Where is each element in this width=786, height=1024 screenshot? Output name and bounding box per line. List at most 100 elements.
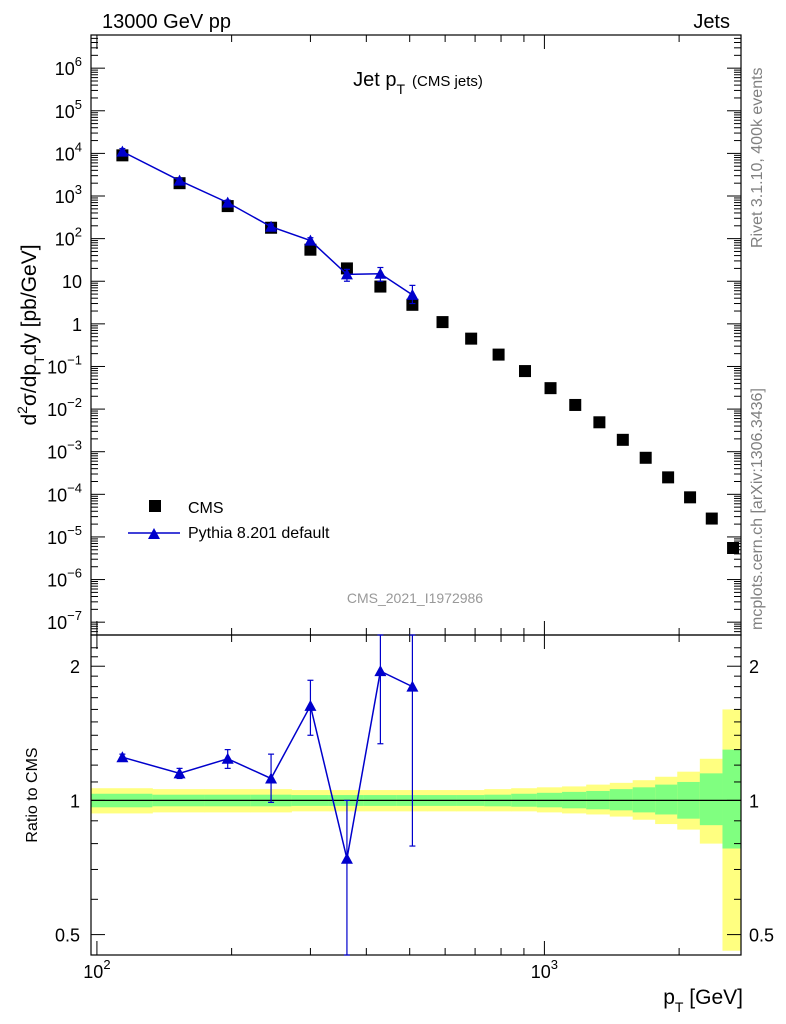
y-tick-label: 103 xyxy=(55,182,82,207)
y-tick-mantissa: 10 xyxy=(47,613,67,633)
legend-label-cms: CMS xyxy=(188,500,224,517)
y-tick-exponent: −1 xyxy=(67,352,82,367)
x-axis-title-part: T xyxy=(675,999,684,1015)
band-green xyxy=(655,784,678,815)
y-tick-label: 106 xyxy=(55,54,82,79)
legend: CMS Pythia 8.201 default xyxy=(128,500,330,542)
y-tick-exponent: 2 xyxy=(75,225,82,240)
y-tick-label: 10−6 xyxy=(47,566,82,591)
ratio-point xyxy=(173,767,186,779)
y-tick-mantissa: 10 xyxy=(47,528,67,548)
y-tick-exponent: 6 xyxy=(75,54,82,69)
data-series xyxy=(116,145,740,956)
ratio-line xyxy=(122,670,413,859)
cms-point xyxy=(304,243,317,256)
y-tick-label: 10 xyxy=(62,272,82,292)
y-tick-exponent: 3 xyxy=(75,182,82,197)
main-title-text: Jet p xyxy=(353,69,396,91)
y-tick-exponent: −4 xyxy=(67,480,82,495)
ratio-y-axis-title: Ratio to CMS xyxy=(24,747,41,842)
y-tick-exponent: 5 xyxy=(75,97,82,112)
y-tick-mantissa: 10 xyxy=(47,485,67,505)
y-tick-mantissa: 10 xyxy=(55,102,75,122)
y-tick-label: 102 xyxy=(55,225,82,250)
ratio-point xyxy=(304,699,317,711)
x-tick-exponent: 3 xyxy=(551,957,558,972)
x-tick-label: 102 xyxy=(83,957,110,982)
ratio-uncertainty-bands xyxy=(91,709,742,951)
ratio-y-tick-label-left: 1 xyxy=(70,791,80,811)
cms-point xyxy=(374,280,387,293)
legend-marker-cms xyxy=(149,500,161,512)
y-tick-mantissa: 10 xyxy=(55,144,75,164)
y-tick-exponent: 4 xyxy=(75,139,82,154)
y-tick-exponent: −3 xyxy=(67,438,82,453)
cms-point xyxy=(406,298,419,311)
y-tick-exponent: −6 xyxy=(67,566,82,581)
legend-marker-pythia xyxy=(148,528,160,539)
x-tick-exponent: 2 xyxy=(103,957,110,972)
cms-point xyxy=(662,471,675,484)
y-tick-label: 10−1 xyxy=(47,352,82,377)
main-title: Jet pT (CMS jets) xyxy=(353,69,483,97)
cms-point xyxy=(544,382,557,395)
y-tick-exponent: −7 xyxy=(67,608,82,623)
axis-labels: 10610510410310210110−110−210−310−410−510… xyxy=(14,54,774,1015)
cms-point xyxy=(639,451,652,464)
pythia-point xyxy=(406,288,419,300)
header-left: 13000 GeV pp xyxy=(102,11,231,33)
cms-point xyxy=(492,348,505,361)
main-title-subscript: T xyxy=(396,81,405,97)
x-axis-title-part: [GeV] xyxy=(683,986,743,1009)
main-y-axis-title: d2σ/dpTdy [pb/GeV] xyxy=(14,244,47,425)
y-axis-title-part: T xyxy=(31,355,47,364)
y-tick-label: 104 xyxy=(55,139,82,164)
plot-frames xyxy=(90,34,742,956)
y-tick-label: 10−2 xyxy=(47,395,82,420)
pythia-point xyxy=(265,220,278,232)
side-label-bottom: mcplots.cern.ch [arXiv:1306.3436] xyxy=(749,388,766,630)
x-tick-label: 103 xyxy=(531,957,558,982)
y-tick-label: 10−4 xyxy=(47,480,82,505)
cms-point xyxy=(616,433,629,446)
pythia-point xyxy=(116,145,129,157)
y-tick-exponent: −2 xyxy=(67,395,82,410)
band-green xyxy=(699,773,723,826)
y-axis-title-part: dy [pb/GeV] xyxy=(18,244,41,355)
main-frame xyxy=(90,34,742,636)
ratio-point xyxy=(221,752,234,764)
y-axis-title-part: σ/dp xyxy=(18,364,41,406)
x-tick-mantissa: 10 xyxy=(531,962,551,982)
ratio-y-tick-label-right: 0.5 xyxy=(749,926,774,946)
y-tick-mantissa: 10 xyxy=(47,571,67,591)
pythia-point xyxy=(304,234,317,246)
y-tick-label: 10−7 xyxy=(47,608,82,633)
ratio-y-tick-label-right: 1 xyxy=(749,791,759,811)
ratio-point xyxy=(406,680,419,692)
y-tick-mantissa: 10 xyxy=(47,443,67,463)
x-tick-mantissa: 10 xyxy=(83,962,103,982)
ratio-point xyxy=(340,852,353,864)
y-tick-mantissa: 10 xyxy=(55,230,75,250)
y-tick-mantissa: 10 xyxy=(62,272,82,292)
side-label-top: Rivet 3.1.10, 400k events xyxy=(749,67,766,248)
y-tick-mantissa: 1 xyxy=(72,315,82,335)
pythia-point xyxy=(221,196,234,208)
y-tick-label: 10−5 xyxy=(47,523,82,548)
ratio-y-tick-label-right: 2 xyxy=(749,657,759,677)
watermark: CMS_2021_I1972986 xyxy=(347,590,483,606)
cms-point xyxy=(569,398,582,411)
pythia-point xyxy=(173,174,186,186)
y-tick-label: 105 xyxy=(55,97,82,122)
pythia-point xyxy=(374,267,387,279)
y-tick-mantissa: 10 xyxy=(47,357,67,377)
cms-point xyxy=(465,332,478,345)
ratio-point xyxy=(265,772,278,784)
axis-ticks xyxy=(91,34,741,955)
y-axis-title-part: d xyxy=(18,414,41,426)
y-tick-label: 10−3 xyxy=(47,438,82,463)
cms-point xyxy=(593,416,606,429)
pythia-line xyxy=(122,150,413,296)
y-tick-exponent: −5 xyxy=(67,523,82,538)
y-tick-label: 1 xyxy=(72,315,82,335)
